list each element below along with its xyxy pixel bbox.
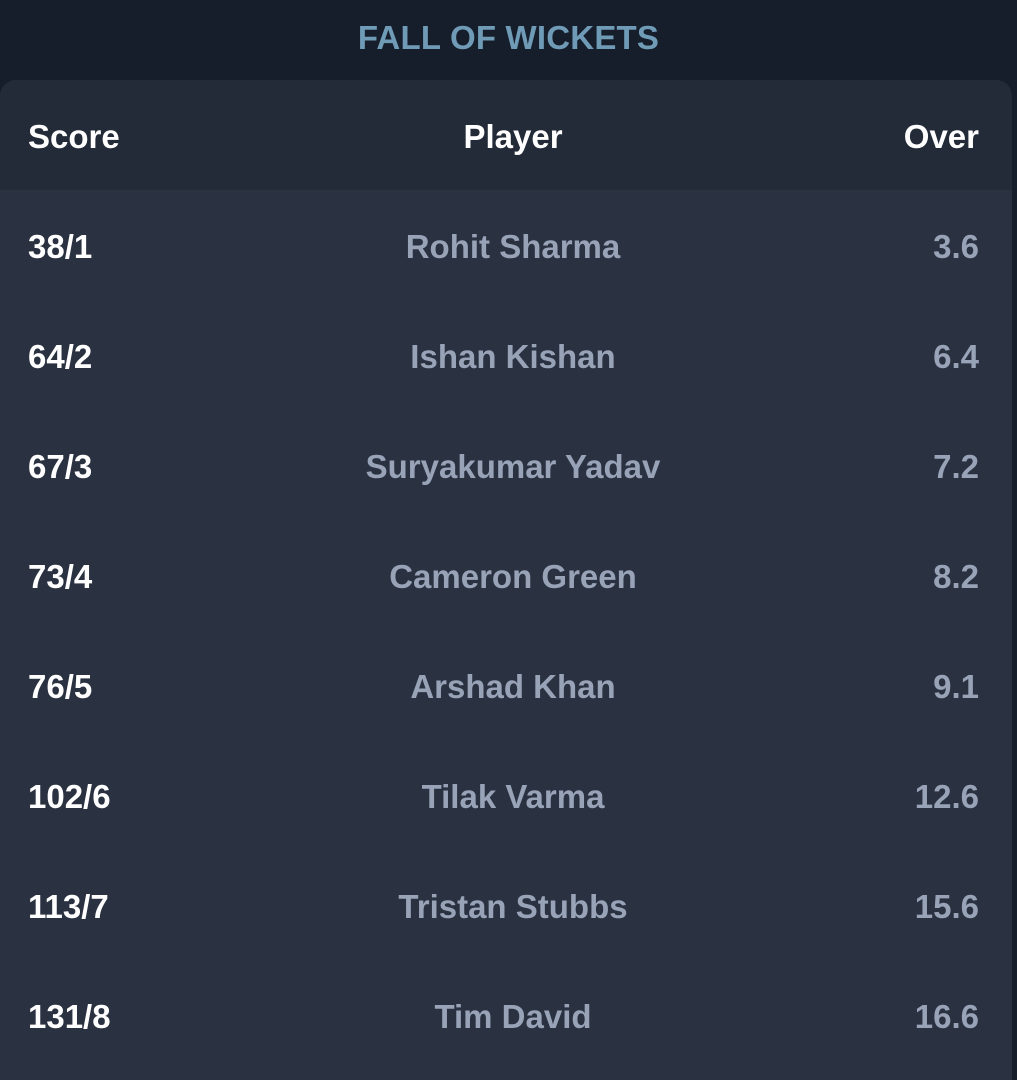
over-cell: 16.6 (914, 998, 979, 1035)
player-cell[interactable]: Tilak Varma (421, 778, 605, 815)
score-cell: 73/4 (28, 558, 93, 595)
score-cell: 131/8 (28, 998, 111, 1035)
score-cell: 67/3 (28, 448, 93, 485)
table-header-row: Score Player Over (0, 80, 1012, 190)
over-cell: 7.2 (933, 448, 979, 485)
over-cell: 8.2 (933, 558, 979, 595)
table-row: 64/2 Ishan Kishan 6.4 (0, 300, 1012, 410)
score-cell: 102/6 (28, 778, 111, 815)
table-row: 131/8 Tim David 16.6 (0, 960, 1012, 1070)
over-cell: 15.6 (914, 888, 979, 925)
table-row: 102/6 Tilak Varma 12.6 (0, 740, 1012, 850)
over-cell: 3.6 (933, 228, 979, 265)
fall-of-wickets-table: Score Player Over 38/1 Rohit Sharma 3.6 … (0, 80, 1012, 1080)
player-cell[interactable]: Rohit Sharma (405, 228, 621, 265)
player-cell[interactable]: Tim David (434, 998, 592, 1035)
score-cell: 38/1 (28, 228, 93, 265)
column-header-player: Player (463, 118, 563, 155)
over-cell: 12.6 (914, 778, 979, 815)
table-row: 73/4 Cameron Green 8.2 (0, 520, 1012, 630)
player-cell[interactable]: Arshad Khan (410, 668, 616, 705)
player-cell[interactable]: Suryakumar Yadav (365, 448, 661, 485)
score-cell: 64/2 (28, 338, 93, 375)
score-cell: 113/7 (28, 888, 109, 925)
table-row: 67/3 Suryakumar Yadav 7.2 (0, 410, 1012, 520)
column-header-over: Over (903, 118, 979, 155)
over-cell: 9.1 (933, 668, 979, 705)
player-cell[interactable]: Tristan Stubbs (398, 888, 628, 925)
section-title: FALL OF WICKETS (357, 19, 660, 56)
column-header-score: Score (28, 118, 120, 155)
table-row: 38/1 Rohit Sharma 3.6 (0, 190, 1012, 300)
over-cell: 6.4 (933, 338, 979, 375)
score-cell: 76/5 (28, 668, 93, 705)
player-cell[interactable]: Ishan Kishan (410, 338, 616, 375)
table-row: 76/5 Arshad Khan 9.1 (0, 630, 1012, 740)
player-cell[interactable]: Cameron Green (389, 558, 637, 595)
table-body: 38/1 Rohit Sharma 3.6 64/2 Ishan Kishan … (0, 190, 1012, 1070)
table-row: 113/7 Tristan Stubbs 15.6 (0, 850, 1012, 960)
